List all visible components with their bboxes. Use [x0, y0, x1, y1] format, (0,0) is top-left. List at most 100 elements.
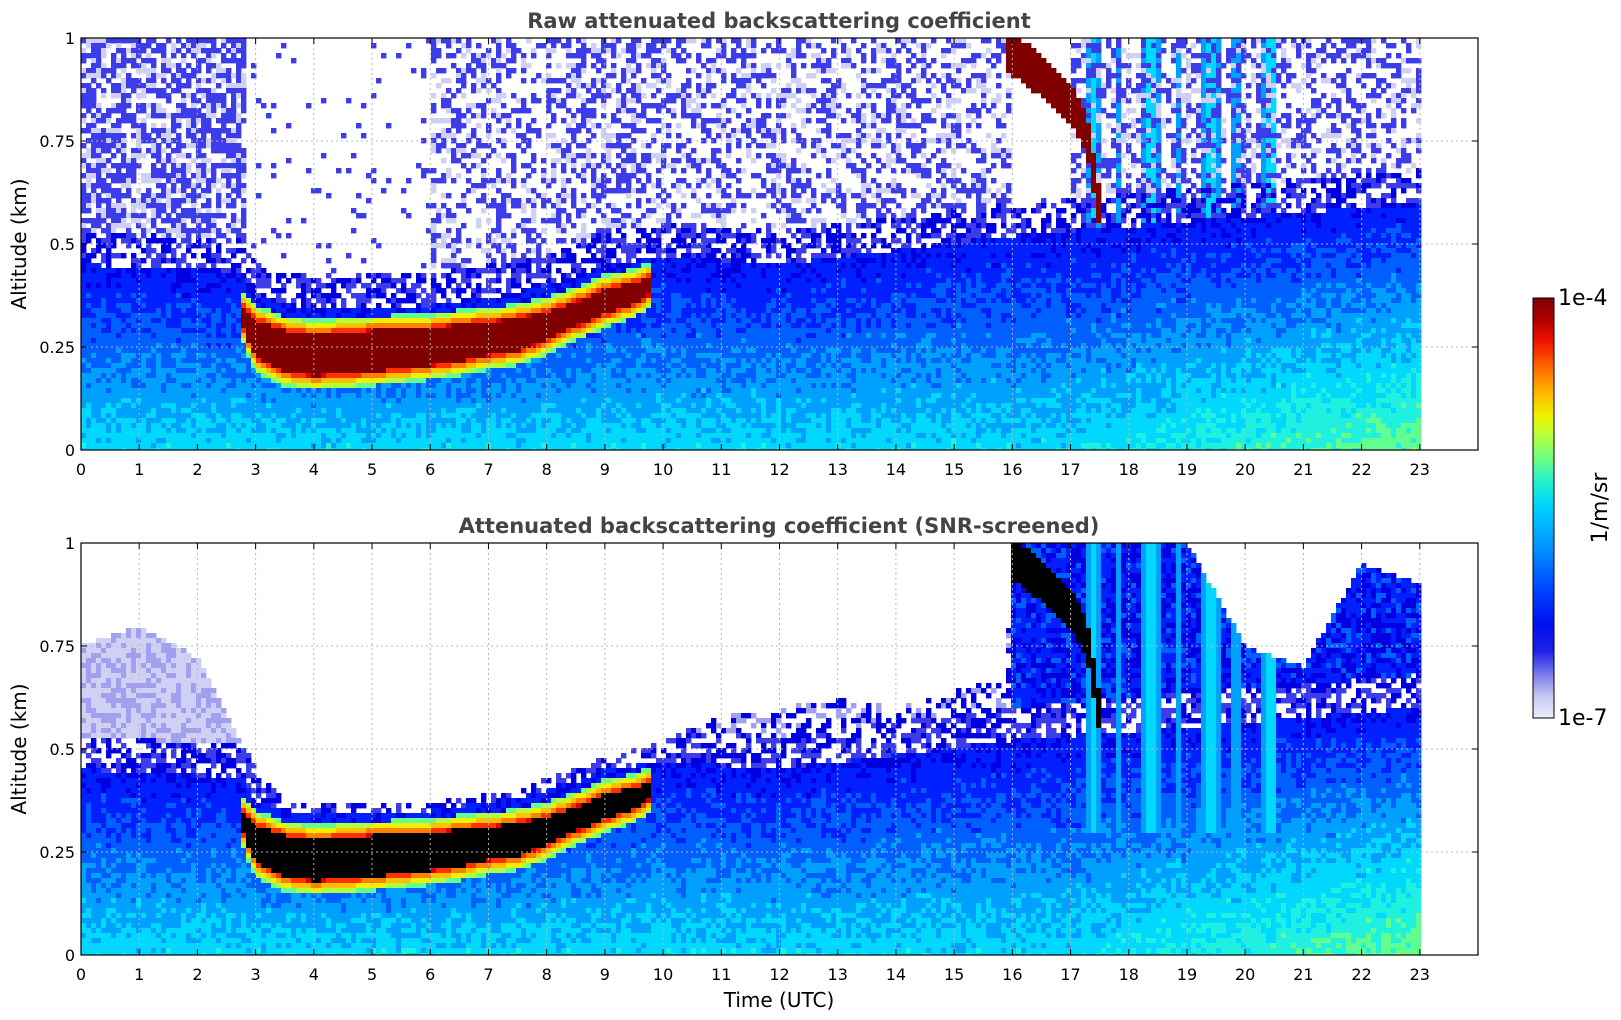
heatmap-cell [306, 308, 312, 314]
heatmap-cell [551, 88, 557, 94]
heatmap-cell [156, 323, 162, 329]
heatmap-cell [186, 438, 192, 444]
heatmap-cell [276, 278, 282, 284]
heatmap-cell [396, 388, 402, 394]
heatmap-cell [106, 203, 112, 209]
heatmap-cell [196, 418, 202, 424]
heatmap-cell [146, 433, 152, 439]
heatmap-cell [281, 333, 287, 339]
heatmap-cell [491, 403, 497, 409]
heatmap-cell [141, 248, 147, 254]
heatmap-cell [81, 438, 87, 444]
heatmap-cell [551, 308, 557, 314]
heatmap-cell [171, 338, 177, 344]
heatmap-cell [526, 238, 532, 244]
heatmap-cell [386, 358, 392, 364]
heatmap-cell [256, 333, 262, 339]
heatmap-cell [151, 283, 157, 289]
heatmap-cell [196, 238, 202, 244]
heatmap-cell [381, 413, 387, 419]
heatmap-cell [321, 318, 327, 324]
heatmap-cell [461, 448, 467, 450]
heatmap-cell [556, 298, 562, 304]
heatmap-cell [91, 78, 97, 84]
heatmap-cell [91, 308, 97, 314]
heatmap-cell [381, 398, 387, 404]
heatmap-cell [551, 353, 557, 359]
heatmap-cell [246, 378, 252, 384]
heatmap-cell [226, 223, 232, 229]
heatmap-cell [81, 338, 87, 344]
heatmap-cell [356, 333, 362, 339]
heatmap-cell [521, 293, 527, 299]
heatmap-cell [166, 153, 172, 159]
heatmap-cell [121, 423, 127, 429]
heatmap-cell [106, 213, 112, 219]
heatmap-cell [266, 383, 272, 389]
heatmap-cell [226, 113, 232, 119]
heatmap-cell [171, 158, 177, 164]
heatmap-cell [501, 393, 507, 399]
heatmap-cell [376, 338, 382, 344]
heatmap-cell [231, 293, 237, 299]
heatmap-cell [441, 338, 447, 344]
heatmap-cell [326, 383, 332, 389]
heatmap-cell [176, 118, 182, 124]
heatmap-cell [451, 178, 457, 184]
heatmap-cell [551, 213, 557, 219]
heatmap-cell [141, 68, 147, 74]
heatmap-cell [81, 288, 87, 294]
heatmap-cell [381, 388, 387, 394]
heatmap-cell [161, 393, 167, 399]
heatmap-cell [426, 343, 432, 349]
heatmap-cell [186, 118, 192, 124]
heatmap-cell [181, 68, 187, 74]
heatmap-cell [91, 173, 97, 179]
heatmap-cell [506, 113, 512, 119]
heatmap-cell [196, 438, 202, 444]
heatmap-cell [371, 403, 377, 409]
heatmap-cell [241, 363, 247, 369]
heatmap-cell [251, 313, 257, 319]
heatmap-cell [541, 178, 547, 184]
heatmap-cell [511, 388, 517, 394]
heatmap-cell [146, 303, 152, 309]
heatmap-cell [296, 343, 302, 349]
heatmap-cell [556, 303, 562, 309]
heatmap-cell [231, 418, 237, 424]
heatmap-cell [191, 293, 197, 299]
heatmap-cell [386, 123, 392, 129]
heatmap-cell [481, 73, 487, 79]
heatmap-cell [196, 388, 202, 394]
heatmap-cell [271, 418, 277, 424]
heatmap-cell [551, 328, 557, 334]
heatmap-cell [106, 368, 112, 374]
heatmap-cell [531, 298, 537, 304]
heatmap-cell [536, 313, 542, 319]
heatmap-cell [81, 313, 87, 319]
heatmap-cell [466, 308, 472, 314]
heatmap-cell [201, 328, 207, 334]
heatmap-cell [231, 403, 237, 409]
heatmap-cell [431, 38, 437, 44]
heatmap-cell [416, 383, 422, 389]
heatmap-cell [466, 358, 472, 364]
heatmap-cell [531, 373, 537, 379]
heatmap-cell [311, 278, 317, 284]
heatmap-cell [236, 73, 242, 79]
heatmap-cell [236, 143, 242, 149]
heatmap-cell [151, 223, 157, 229]
heatmap-cell [366, 338, 372, 344]
heatmap-cell [281, 393, 287, 399]
heatmap-cell [246, 268, 252, 274]
heatmap-cell [251, 363, 257, 369]
heatmap-cell [431, 58, 437, 64]
heatmap-cell [226, 353, 232, 359]
heatmap-cell [376, 358, 382, 364]
heatmap-cell [391, 418, 397, 424]
heatmap-cell [556, 78, 562, 84]
heatmap-cell [106, 293, 112, 299]
heatmap-cell [151, 263, 157, 269]
heatmap-cell [381, 368, 387, 374]
heatmap-cell [186, 293, 192, 299]
